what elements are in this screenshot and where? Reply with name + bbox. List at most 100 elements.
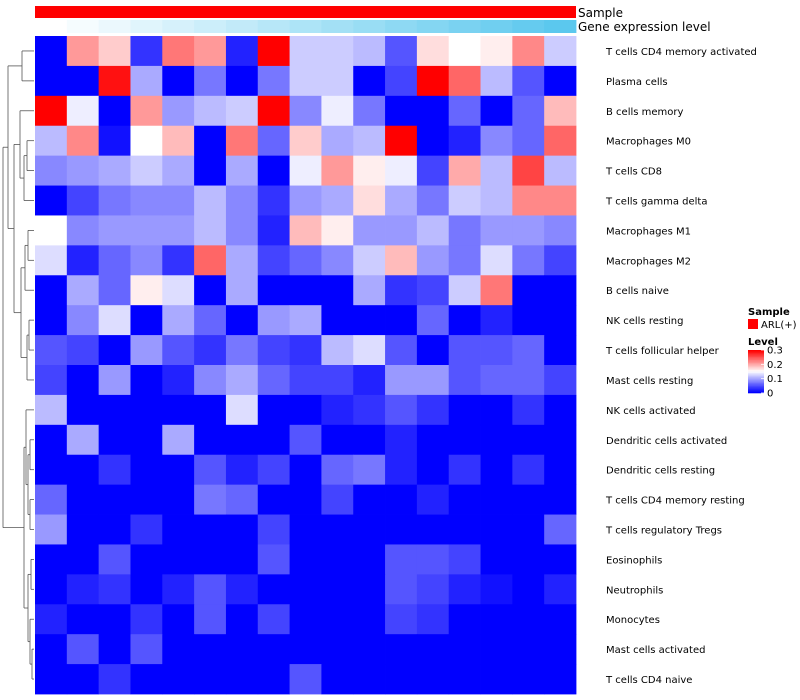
heatmap-cell bbox=[321, 36, 354, 67]
heatmap-cell bbox=[448, 185, 481, 216]
heatmap-cell bbox=[353, 365, 386, 396]
legend-tick-label: 0.3 bbox=[767, 346, 783, 357]
heatmap-cell bbox=[98, 215, 131, 246]
heatmap-cell bbox=[512, 275, 545, 306]
heatmap-cell bbox=[353, 664, 386, 695]
heatmap-cell bbox=[225, 394, 259, 426]
legend-color-step bbox=[748, 382, 764, 385]
heatmap-cell bbox=[385, 36, 418, 67]
heatmap-cell bbox=[98, 604, 131, 635]
heatmap-cell bbox=[480, 514, 513, 545]
heatmap-cell bbox=[321, 275, 354, 306]
heatmap-cell bbox=[321, 574, 354, 605]
heatmap-cell bbox=[512, 454, 545, 486]
heatmap-cell bbox=[353, 544, 386, 575]
heatmap-cell bbox=[480, 484, 513, 515]
legend-color-step bbox=[748, 352, 764, 355]
heatmap-cell bbox=[66, 544, 100, 575]
heatmap-cell bbox=[321, 634, 354, 665]
heatmap-cell bbox=[385, 484, 418, 515]
heatmap-cell bbox=[353, 335, 386, 366]
heatmap-cell bbox=[480, 365, 513, 396]
legend-color-step bbox=[748, 385, 764, 388]
annotation-cell-expression bbox=[130, 20, 163, 33]
heatmap-cell bbox=[353, 305, 386, 336]
row-label: NK cells resting bbox=[606, 316, 683, 327]
heatmap-cell bbox=[162, 215, 195, 246]
heatmap-cell bbox=[448, 424, 481, 456]
heatmap-cell bbox=[544, 245, 577, 276]
heatmap-cell bbox=[225, 514, 259, 545]
heatmap-cell bbox=[162, 185, 195, 216]
heatmap-cell bbox=[544, 424, 577, 456]
heatmap-cell bbox=[353, 634, 386, 665]
row-label: T cells CD4 memory resting bbox=[605, 496, 745, 507]
heatmap-cell bbox=[225, 424, 259, 456]
heatmap-cell bbox=[544, 275, 577, 306]
heatmap-cell bbox=[448, 155, 481, 186]
heatmap-cell bbox=[194, 454, 227, 486]
heatmap-cell bbox=[512, 155, 545, 186]
heatmap-cell bbox=[98, 664, 131, 695]
heatmap-cell bbox=[289, 544, 322, 575]
row-label: B cells naive bbox=[606, 286, 669, 297]
heatmap-cell bbox=[544, 335, 577, 366]
row-label: T cells follicular helper bbox=[605, 346, 720, 357]
heatmap-cell bbox=[416, 245, 450, 276]
heatmap-cell bbox=[194, 634, 227, 665]
heatmap-cell bbox=[385, 155, 418, 186]
heatmap-cell bbox=[544, 305, 577, 336]
annotation-bar-sample bbox=[35, 6, 576, 18]
heatmap-cell bbox=[194, 275, 227, 306]
heatmap-cell bbox=[98, 454, 131, 486]
heatmap-cell bbox=[544, 484, 577, 515]
heatmap-cell bbox=[66, 634, 100, 665]
heatmap-cell bbox=[385, 365, 418, 396]
heatmap-cell bbox=[130, 604, 163, 635]
row-label: Macrophages M1 bbox=[606, 226, 691, 237]
heatmap-cell bbox=[289, 36, 322, 67]
heatmap-cell bbox=[162, 544, 195, 575]
heatmap-cell bbox=[130, 36, 163, 67]
heatmap-cell bbox=[66, 95, 100, 127]
heatmap-cell bbox=[512, 245, 545, 276]
heatmap-cell bbox=[448, 394, 481, 426]
heatmap-cell bbox=[66, 335, 100, 366]
heatmap-cell bbox=[130, 95, 163, 127]
legend-color-step bbox=[748, 360, 764, 362]
heatmap-cell bbox=[35, 484, 68, 515]
heatmap-cell bbox=[416, 664, 450, 695]
heatmap-cell bbox=[448, 215, 481, 246]
heatmap-cell bbox=[98, 185, 131, 216]
row-label: T cells CD4 memory activated bbox=[605, 47, 757, 58]
heatmap-cell bbox=[544, 215, 577, 246]
heatmap-cell bbox=[130, 125, 163, 157]
heatmap-cell bbox=[416, 574, 450, 605]
heatmap-cell bbox=[448, 365, 481, 396]
legend-sample-label: ARL(+) bbox=[761, 320, 797, 331]
heatmap-cell bbox=[162, 454, 195, 486]
heatmap-cell bbox=[289, 185, 322, 216]
heatmap-cell bbox=[257, 215, 290, 246]
heatmap-cell bbox=[35, 544, 68, 575]
heatmap-cell bbox=[130, 424, 163, 456]
annotation-cell-expression bbox=[544, 20, 577, 33]
heatmap-cell bbox=[225, 454, 259, 486]
heatmap-cell bbox=[321, 484, 354, 515]
heatmap-cell bbox=[448, 305, 481, 336]
heatmap-cell bbox=[257, 95, 290, 127]
heatmap-cell bbox=[194, 394, 227, 426]
heatmap-cell bbox=[130, 155, 163, 186]
row-label: T cells CD4 naive bbox=[605, 675, 692, 686]
heatmap-cell bbox=[162, 394, 195, 426]
heatmap-cell bbox=[385, 125, 418, 157]
heatmap-cell bbox=[289, 275, 322, 306]
heatmap-cell bbox=[130, 514, 163, 545]
heatmap-cell bbox=[512, 574, 545, 605]
heatmap-cell bbox=[353, 394, 386, 426]
heatmap-cell bbox=[448, 335, 481, 366]
row-label: Dendritic cells activated bbox=[606, 436, 727, 447]
annotation-cell-expression bbox=[66, 20, 100, 33]
heatmap-cell bbox=[257, 484, 290, 515]
heatmap-cell bbox=[98, 65, 131, 97]
